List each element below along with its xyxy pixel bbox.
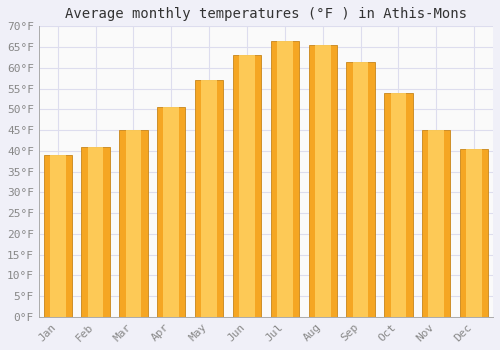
Bar xyxy=(308,45,337,317)
Bar xyxy=(44,155,72,317)
Bar xyxy=(270,41,299,317)
Bar xyxy=(119,130,148,317)
Bar xyxy=(277,41,292,317)
Bar xyxy=(195,80,224,317)
Bar xyxy=(239,55,255,317)
Bar xyxy=(164,107,179,317)
Bar xyxy=(390,93,406,317)
Bar xyxy=(202,80,217,317)
Bar xyxy=(126,130,141,317)
Bar xyxy=(353,62,368,317)
Bar xyxy=(384,93,412,317)
Bar xyxy=(88,147,104,317)
Bar xyxy=(233,55,261,317)
Bar xyxy=(466,149,482,317)
Title: Average monthly temperatures (°F ) in Athis-Mons: Average monthly temperatures (°F ) in At… xyxy=(65,7,467,21)
Bar xyxy=(460,149,488,317)
Bar xyxy=(422,130,450,317)
Bar xyxy=(82,147,110,317)
Bar xyxy=(315,45,330,317)
Bar xyxy=(157,107,186,317)
Bar xyxy=(346,62,375,317)
Bar xyxy=(50,155,66,317)
Bar xyxy=(428,130,444,317)
